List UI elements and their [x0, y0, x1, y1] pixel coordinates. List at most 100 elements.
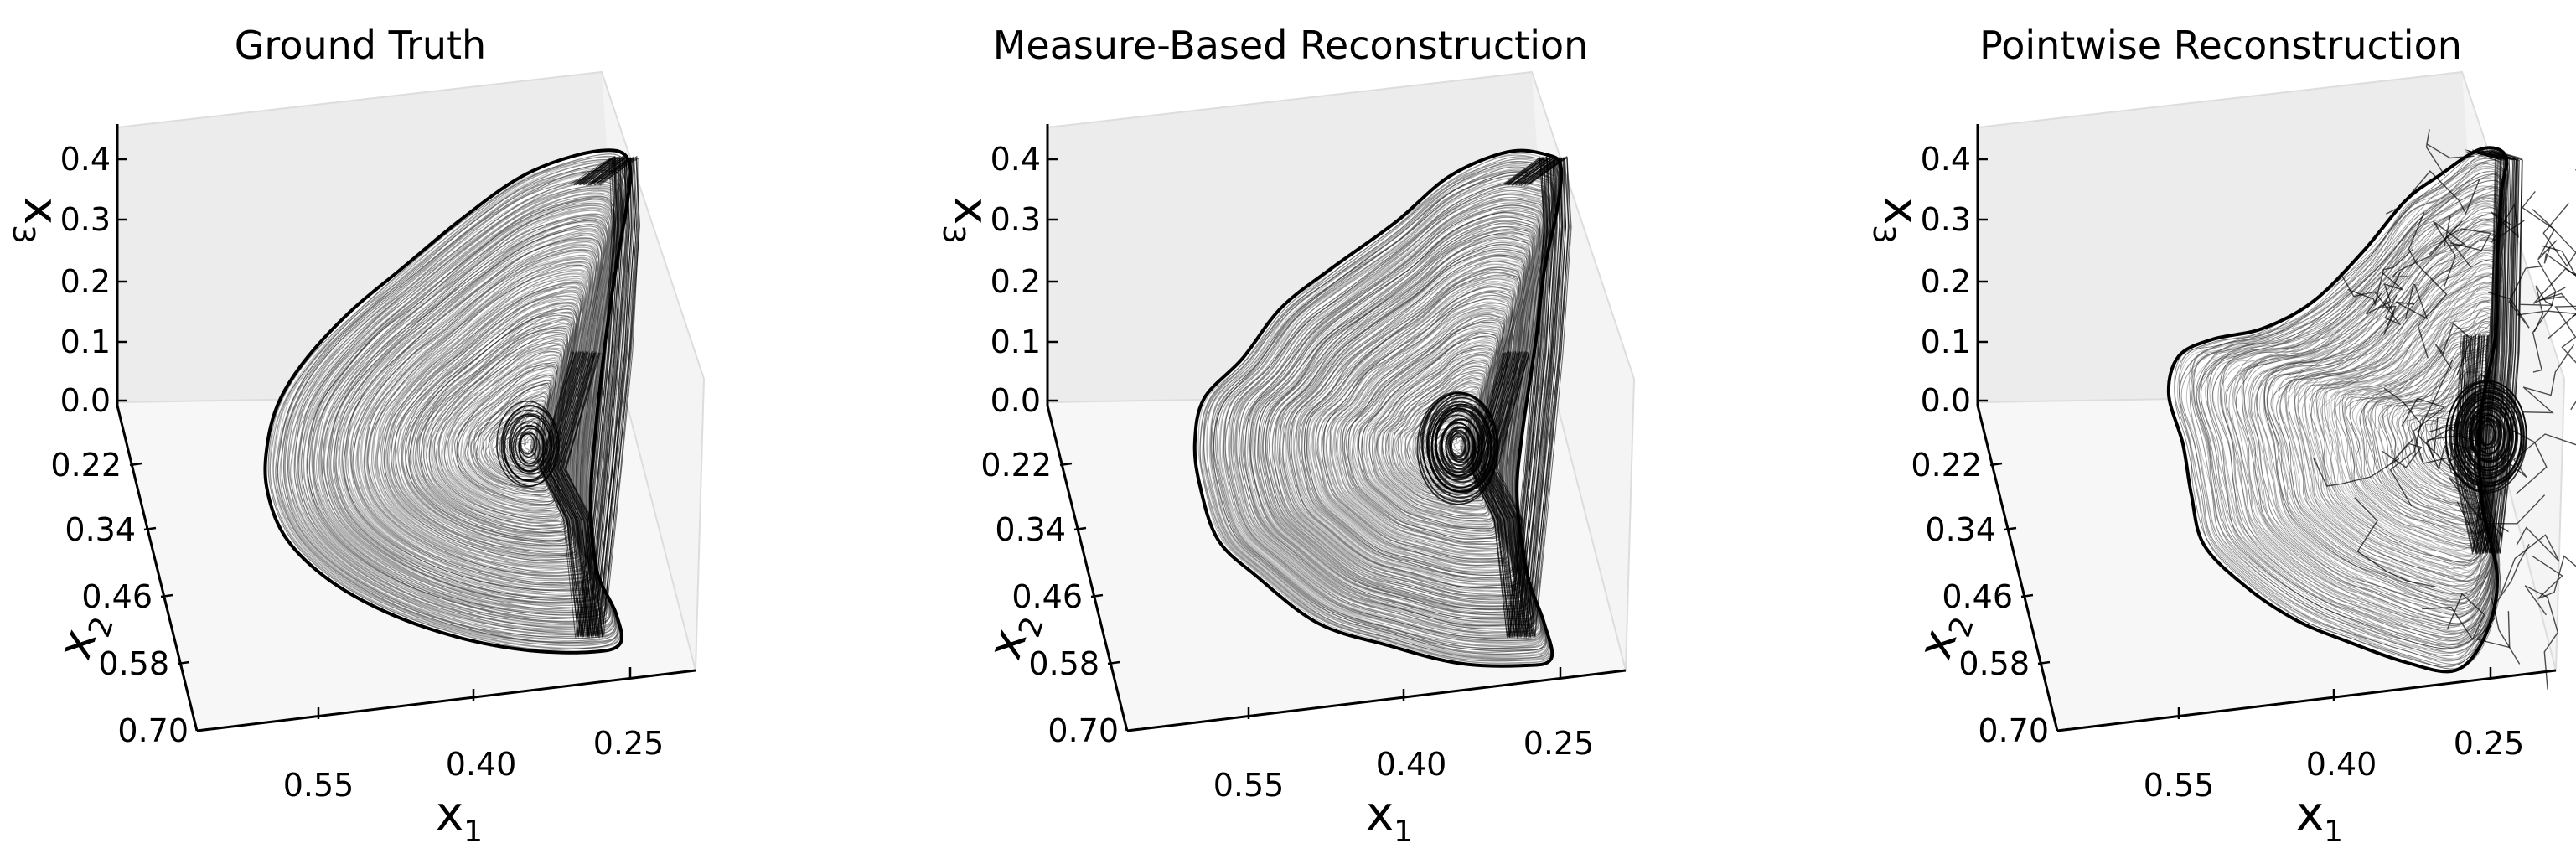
trajectory-loop: [1205, 164, 1557, 657]
trajectory-filament: [2520, 285, 2553, 333]
y-tick-mark: [2020, 593, 2034, 598]
x-tick-label: 0.40: [2306, 746, 2377, 783]
box-edge: [1047, 70, 1636, 671]
trajectory-fold: [548, 156, 624, 636]
trajectory-fold: [1480, 158, 1555, 639]
x-tick-label: 0.55: [283, 767, 354, 804]
trajectory-fold: [1493, 157, 1570, 636]
trajectory-filament: [2434, 322, 2472, 376]
trajectory-filament: [2498, 433, 2576, 479]
attractor-panel-1: 0.4 0.3 0.2 0.1 0.0 0.22 0.34 0.46 0.58 0.70 0.55 0…: [6, 23, 706, 849]
trajectory-fold: [556, 156, 630, 636]
z-tick-label: 0.2: [1921, 263, 1971, 300]
trajectory-fold: [561, 157, 637, 637]
trajectory-filament: [2554, 272, 2576, 364]
x-tick-label: 0.25: [593, 725, 665, 762]
y-tick-label: 0.46: [1942, 578, 2013, 615]
x-tick-label: 0.25: [1523, 725, 1595, 762]
trajectory-fold: [1497, 157, 1572, 638]
trajectory-fold: [539, 157, 615, 637]
trajectory-filament: [2532, 555, 2576, 600]
x1-axis-label: x1: [1366, 787, 1413, 849]
trajectory-filament: [2516, 310, 2576, 318]
trajectory-filament: [2385, 170, 2480, 215]
attractor-panel-3: 0.4 0.3 0.2 0.1 0.0 0.22 0.34 0.46 0.58 0.70 0.55 0…: [1866, 23, 2576, 849]
trajectory-loop: [523, 438, 533, 452]
z-tick-label: 0.4: [1921, 141, 1971, 178]
box-edge: [623, 393, 696, 671]
trajectory-spiral: [519, 431, 538, 458]
trajectory-filament: [2491, 203, 2525, 243]
trajectory-loop: [1203, 161, 1560, 660]
trajectory-filament: [2408, 212, 2448, 359]
trajectory-filament: [2354, 497, 2436, 587]
trajectory-loop: [277, 164, 627, 644]
trajectory-loop: [313, 204, 612, 614]
y-axis-line: [116, 405, 199, 732]
y-tick-mark: [196, 727, 209, 732]
trajectory-filament: [2383, 387, 2422, 507]
z-tick-label: 0.0: [991, 382, 1041, 419]
trajectory-boundary: [263, 148, 633, 655]
y-tick-label: 0.34: [995, 511, 1066, 548]
panel-title: Measure-Based Reconstruction: [993, 23, 1589, 68]
trajectory-loop: [272, 158, 628, 647]
trajectory-filament: [2522, 344, 2574, 414]
x-axis-line: [2056, 669, 2557, 732]
trajectory-filament: [2532, 267, 2576, 340]
trajectory-loop: [1229, 188, 1549, 639]
y-tick-label: 0.58: [98, 645, 169, 682]
x-tick-label: 0.40: [1376, 746, 1447, 783]
trajectory-filament: [2492, 543, 2530, 665]
trajectory-loop: [386, 287, 584, 556]
x-tick-label: 0.55: [1213, 767, 1285, 804]
z-tick-label: 0.3: [991, 201, 1041, 238]
trajectory-fold: [539, 158, 613, 639]
z-tick-label: 0.1: [1921, 323, 1971, 360]
y-tick-mark: [1107, 660, 1120, 665]
trajectory-filament: [2480, 373, 2548, 494]
trajectory-filament: [2382, 437, 2423, 468]
trajectory-loop: [1301, 268, 1521, 578]
trajectory-fold: [1492, 157, 1566, 639]
trajectory-spiral: [500, 405, 560, 487]
trajectory-spiral: [1434, 406, 1490, 484]
trajectory-filament: [2340, 272, 2402, 326]
trajectory-filament: [2542, 245, 2576, 276]
trajectory-filament: [2422, 593, 2485, 641]
x2-axis-label: x2: [977, 604, 1051, 668]
x-axis-line: [196, 669, 696, 732]
trajectory-filament: [2456, 501, 2509, 537]
y-tick-mark: [129, 462, 142, 467]
z-tick-label: 0.3: [60, 201, 111, 238]
y-tick-label: 0.70: [1047, 712, 1119, 749]
panel-title: Pointwise Reconstruction: [1979, 23, 2462, 68]
y-tick-label: 0.70: [117, 712, 189, 749]
x3-axis-label: x3: [1866, 197, 1928, 244]
trajectory-spiral: [2460, 397, 2513, 472]
trajectory-filament: [2532, 203, 2576, 267]
trajectory-fold: [1482, 157, 1558, 636]
trajectory-fold: [1482, 156, 1555, 636]
trajectory-fold: [546, 157, 623, 637]
x-tick-label: 0.55: [2144, 767, 2215, 804]
trajectory-fold: [1496, 155, 1571, 637]
z-tick-label: 0.1: [60, 323, 111, 360]
trajectory-filament: [2429, 426, 2476, 463]
z-tick-label: 0.1: [991, 323, 1041, 360]
trajectory-filament: [2313, 458, 2400, 487]
trajectory-loop: [306, 195, 617, 622]
trajectory-fold: [1489, 157, 1564, 639]
trajectory-filament: [2475, 597, 2511, 649]
trajectory-loop: [1451, 435, 1464, 454]
y-tick-mark: [1989, 462, 2003, 467]
trajectory-fold: [562, 158, 639, 638]
trajectory-filament: [2381, 271, 2402, 335]
y-tick-label: 0.34: [1925, 511, 1996, 548]
y-axis-line: [1976, 405, 2059, 732]
trajectory-spiral: [508, 413, 553, 475]
y-tick-mark: [2056, 727, 2070, 732]
x-tick-label: 0.25: [2454, 725, 2525, 762]
y-tick-label: 0.34: [65, 511, 136, 548]
y-tick-mark: [1059, 462, 1073, 467]
